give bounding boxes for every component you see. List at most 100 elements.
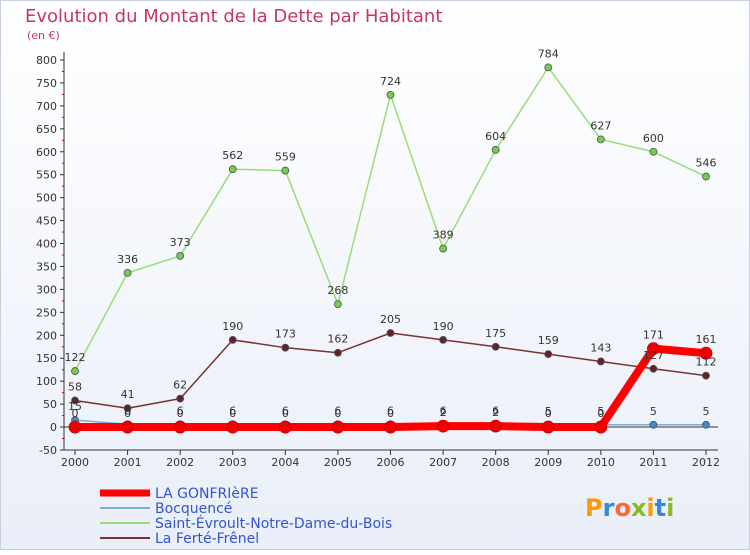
data-label: 0 xyxy=(387,407,394,420)
logo-letter: P xyxy=(585,494,603,522)
x-tick-label: 2003 xyxy=(219,456,247,469)
data-point xyxy=(384,420,397,434)
axes: -500501001502002503003504004505005506006… xyxy=(36,52,720,469)
data-label: 0 xyxy=(282,407,289,420)
series-1 xyxy=(71,329,710,413)
legend-label: La Ferté-Frênel xyxy=(155,531,259,547)
data-label: 122 xyxy=(65,351,86,364)
y-tick-label: 650 xyxy=(36,123,57,136)
data-point xyxy=(439,335,447,344)
data-point xyxy=(489,419,503,433)
y-tick-label: 300 xyxy=(36,283,57,296)
x-tick-label: 2010 xyxy=(587,456,615,469)
x-tick-label: 2002 xyxy=(166,456,194,469)
logo-letter: t xyxy=(655,494,666,522)
data-point xyxy=(436,419,450,433)
data-label: 2 xyxy=(440,406,447,419)
logo-letter: x xyxy=(631,494,647,522)
y-tick-label: 150 xyxy=(36,352,57,365)
data-label: 62 xyxy=(173,379,187,392)
data-point xyxy=(699,346,713,360)
x-tick-label: 2000 xyxy=(61,456,89,469)
legend: LA GONFRIèREBocquencéSaint-Évroult-Notre… xyxy=(100,486,392,547)
data-label: 6 xyxy=(492,404,499,417)
data-label: 559 xyxy=(275,151,296,164)
data-label: 724 xyxy=(380,75,401,88)
y-tick-label: 250 xyxy=(36,306,57,319)
data-point xyxy=(647,342,660,356)
x-tick-label: 2009 xyxy=(534,456,562,469)
chart-subtitle: (en €) xyxy=(27,29,60,42)
y-tick-label: 800 xyxy=(36,54,57,67)
data-point xyxy=(649,364,658,373)
data-point xyxy=(331,420,345,434)
data-point xyxy=(649,420,658,429)
data-label: 6 xyxy=(282,404,289,417)
data-label: 5 xyxy=(597,405,604,418)
data-label: 190 xyxy=(222,320,243,333)
data-point xyxy=(544,63,553,72)
data-label: 127 xyxy=(643,349,664,362)
data-point xyxy=(226,420,240,434)
data-point xyxy=(176,252,185,260)
data-point xyxy=(281,343,290,352)
data-label: 6 xyxy=(387,404,394,417)
data-label: 58 xyxy=(68,380,82,393)
data-point xyxy=(228,335,237,344)
proxiti-logo: Proxiti xyxy=(585,494,674,522)
data-point xyxy=(123,404,132,413)
data-label: 173 xyxy=(275,328,296,341)
data-point xyxy=(123,268,132,277)
data-point xyxy=(491,146,500,154)
y-tick-label: 200 xyxy=(36,329,57,342)
data-label: 600 xyxy=(643,132,664,145)
data-point xyxy=(386,329,395,337)
chart-title: Evolution du Montant de la Dette par Hab… xyxy=(25,6,442,27)
x-tick-label: 2006 xyxy=(377,456,405,469)
data-label: 0 xyxy=(177,407,184,420)
data-point xyxy=(596,135,605,144)
data-point xyxy=(278,420,292,434)
data-label: 0 xyxy=(545,407,552,420)
data-label: 6 xyxy=(124,404,131,417)
y-tick-label: 350 xyxy=(36,260,57,273)
data-label: 0 xyxy=(72,407,79,420)
data-point xyxy=(386,90,395,99)
logo-letter: i xyxy=(646,494,654,522)
data-point xyxy=(541,420,555,434)
x-tick-label: 2005 xyxy=(324,456,352,469)
data-label: 175 xyxy=(485,327,506,340)
x-tick-label: 2011 xyxy=(639,456,667,469)
y-tick-label: -50 xyxy=(39,444,57,457)
data-point xyxy=(596,357,605,366)
data-label: 112 xyxy=(696,356,717,369)
logo-letter: i xyxy=(666,494,674,522)
data-point xyxy=(544,350,553,359)
data-point xyxy=(702,172,710,181)
data-point xyxy=(281,166,290,175)
series-0 xyxy=(71,63,710,375)
data-label: 5 xyxy=(650,405,657,418)
x-tick-label: 2007 xyxy=(429,456,457,469)
data-point xyxy=(334,348,342,357)
data-point xyxy=(439,244,447,253)
data-point xyxy=(176,394,185,403)
x-tick-label: 2001 xyxy=(114,456,142,469)
data-label: 205 xyxy=(380,313,401,326)
y-tick-label: 450 xyxy=(36,215,57,228)
data-label: 171 xyxy=(643,329,664,342)
data-point xyxy=(71,367,79,375)
y-tick-label: 550 xyxy=(36,169,57,182)
data-label: 389 xyxy=(433,229,454,242)
data-label: 6 xyxy=(229,404,236,417)
legend-label: Bocquencé xyxy=(155,501,232,517)
data-label: 2 xyxy=(492,406,499,419)
data-point xyxy=(491,342,500,351)
data-label: 0 xyxy=(334,407,341,420)
y-tick-label: 400 xyxy=(36,238,57,251)
data-label: 604 xyxy=(485,130,506,143)
data-label: 627 xyxy=(590,119,611,132)
series-3 xyxy=(68,342,713,434)
